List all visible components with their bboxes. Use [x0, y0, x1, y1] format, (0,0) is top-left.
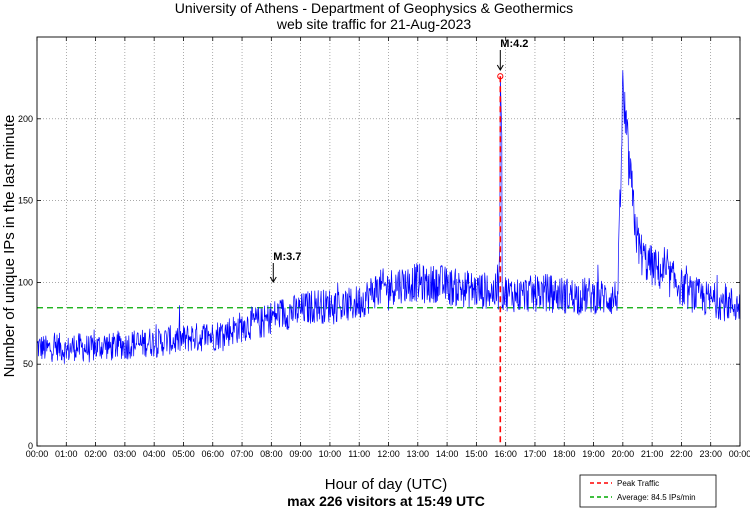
x-tick-label: 05:00 [172, 449, 195, 459]
x-tick-label: 07:00 [231, 449, 254, 459]
plot-frame [36, 36, 741, 447]
x-tick-label: 19:00 [582, 449, 605, 459]
chart-title: University of Athens - Department of Geo… [175, 0, 573, 16]
summary-label: max 226 visitors at 15:49 UTC [287, 493, 485, 509]
axes: 00:00 01:00 02:00 03:00 04:00 05:00 06:00 07:00… [18, 36, 750, 459]
x-tick-label: 13:00 [407, 449, 430, 459]
y-tick-label: 200 [18, 114, 33, 124]
annotation-arrow-head [269, 276, 277, 283]
x-tick-label: 21:00 [641, 449, 664, 459]
peak-marker [497, 73, 504, 80]
y-tick-label: 100 [18, 277, 33, 287]
x-tick-label: 23:00 [699, 449, 722, 459]
x-tick-label: 22:00 [670, 449, 693, 459]
x-axis-label: Hour of day (UTC) [325, 476, 448, 493]
y-axis-label: Number of unique IPs in the last minute [1, 115, 18, 378]
x-tick-label: 03:00 [114, 449, 137, 459]
x-tick-label: 17:00 [524, 449, 547, 459]
x-tick-label: 04:00 [143, 449, 166, 459]
y-tick-label: 50 [23, 359, 33, 369]
legend: Peak Traffic Average: 84.5 IPs/min [579, 474, 717, 508]
x-tick-label: 00:00 [26, 449, 49, 459]
legend-peak-label: Peak Traffic [617, 479, 659, 488]
annotation-arrow-head [496, 64, 504, 71]
x-tick-label: 08:00 [260, 449, 283, 459]
x-tick-label: 00:00 [729, 449, 750, 459]
x-tick-label: 01:00 [55, 449, 78, 459]
annotation-label: M:3.7 [273, 251, 301, 263]
x-tick-label: 12:00 [377, 449, 400, 459]
x-tick-label: 09:00 [289, 449, 312, 459]
x-tick-label: 15:00 [465, 449, 488, 459]
x-tick-label: 20:00 [612, 449, 635, 459]
y-tick-label: 0 [28, 441, 33, 451]
traffic-series-line [36, 70, 741, 364]
x-tick-label: 18:00 [553, 449, 576, 459]
grid [37, 37, 740, 446]
y-tick-label: 150 [18, 196, 33, 206]
x-tick-label: 14:00 [436, 449, 459, 459]
chart-subtitle: web site traffic for 21-Aug-2023 [276, 16, 472, 32]
x-tick-label: 02:00 [84, 449, 107, 459]
legend-box [579, 474, 717, 508]
x-tick-label: 11:00 [348, 449, 370, 459]
x-tick-label: 10:00 [319, 449, 342, 459]
x-tick-label: 06:00 [201, 449, 224, 459]
annotation-label: M:4.2 [500, 38, 528, 50]
plot-area: M:3.7 M:4.2 [36, 38, 741, 446]
legend-average-label: Average: 84.5 IPs/min [617, 493, 696, 502]
x-tick-label: 16:00 [494, 449, 517, 459]
